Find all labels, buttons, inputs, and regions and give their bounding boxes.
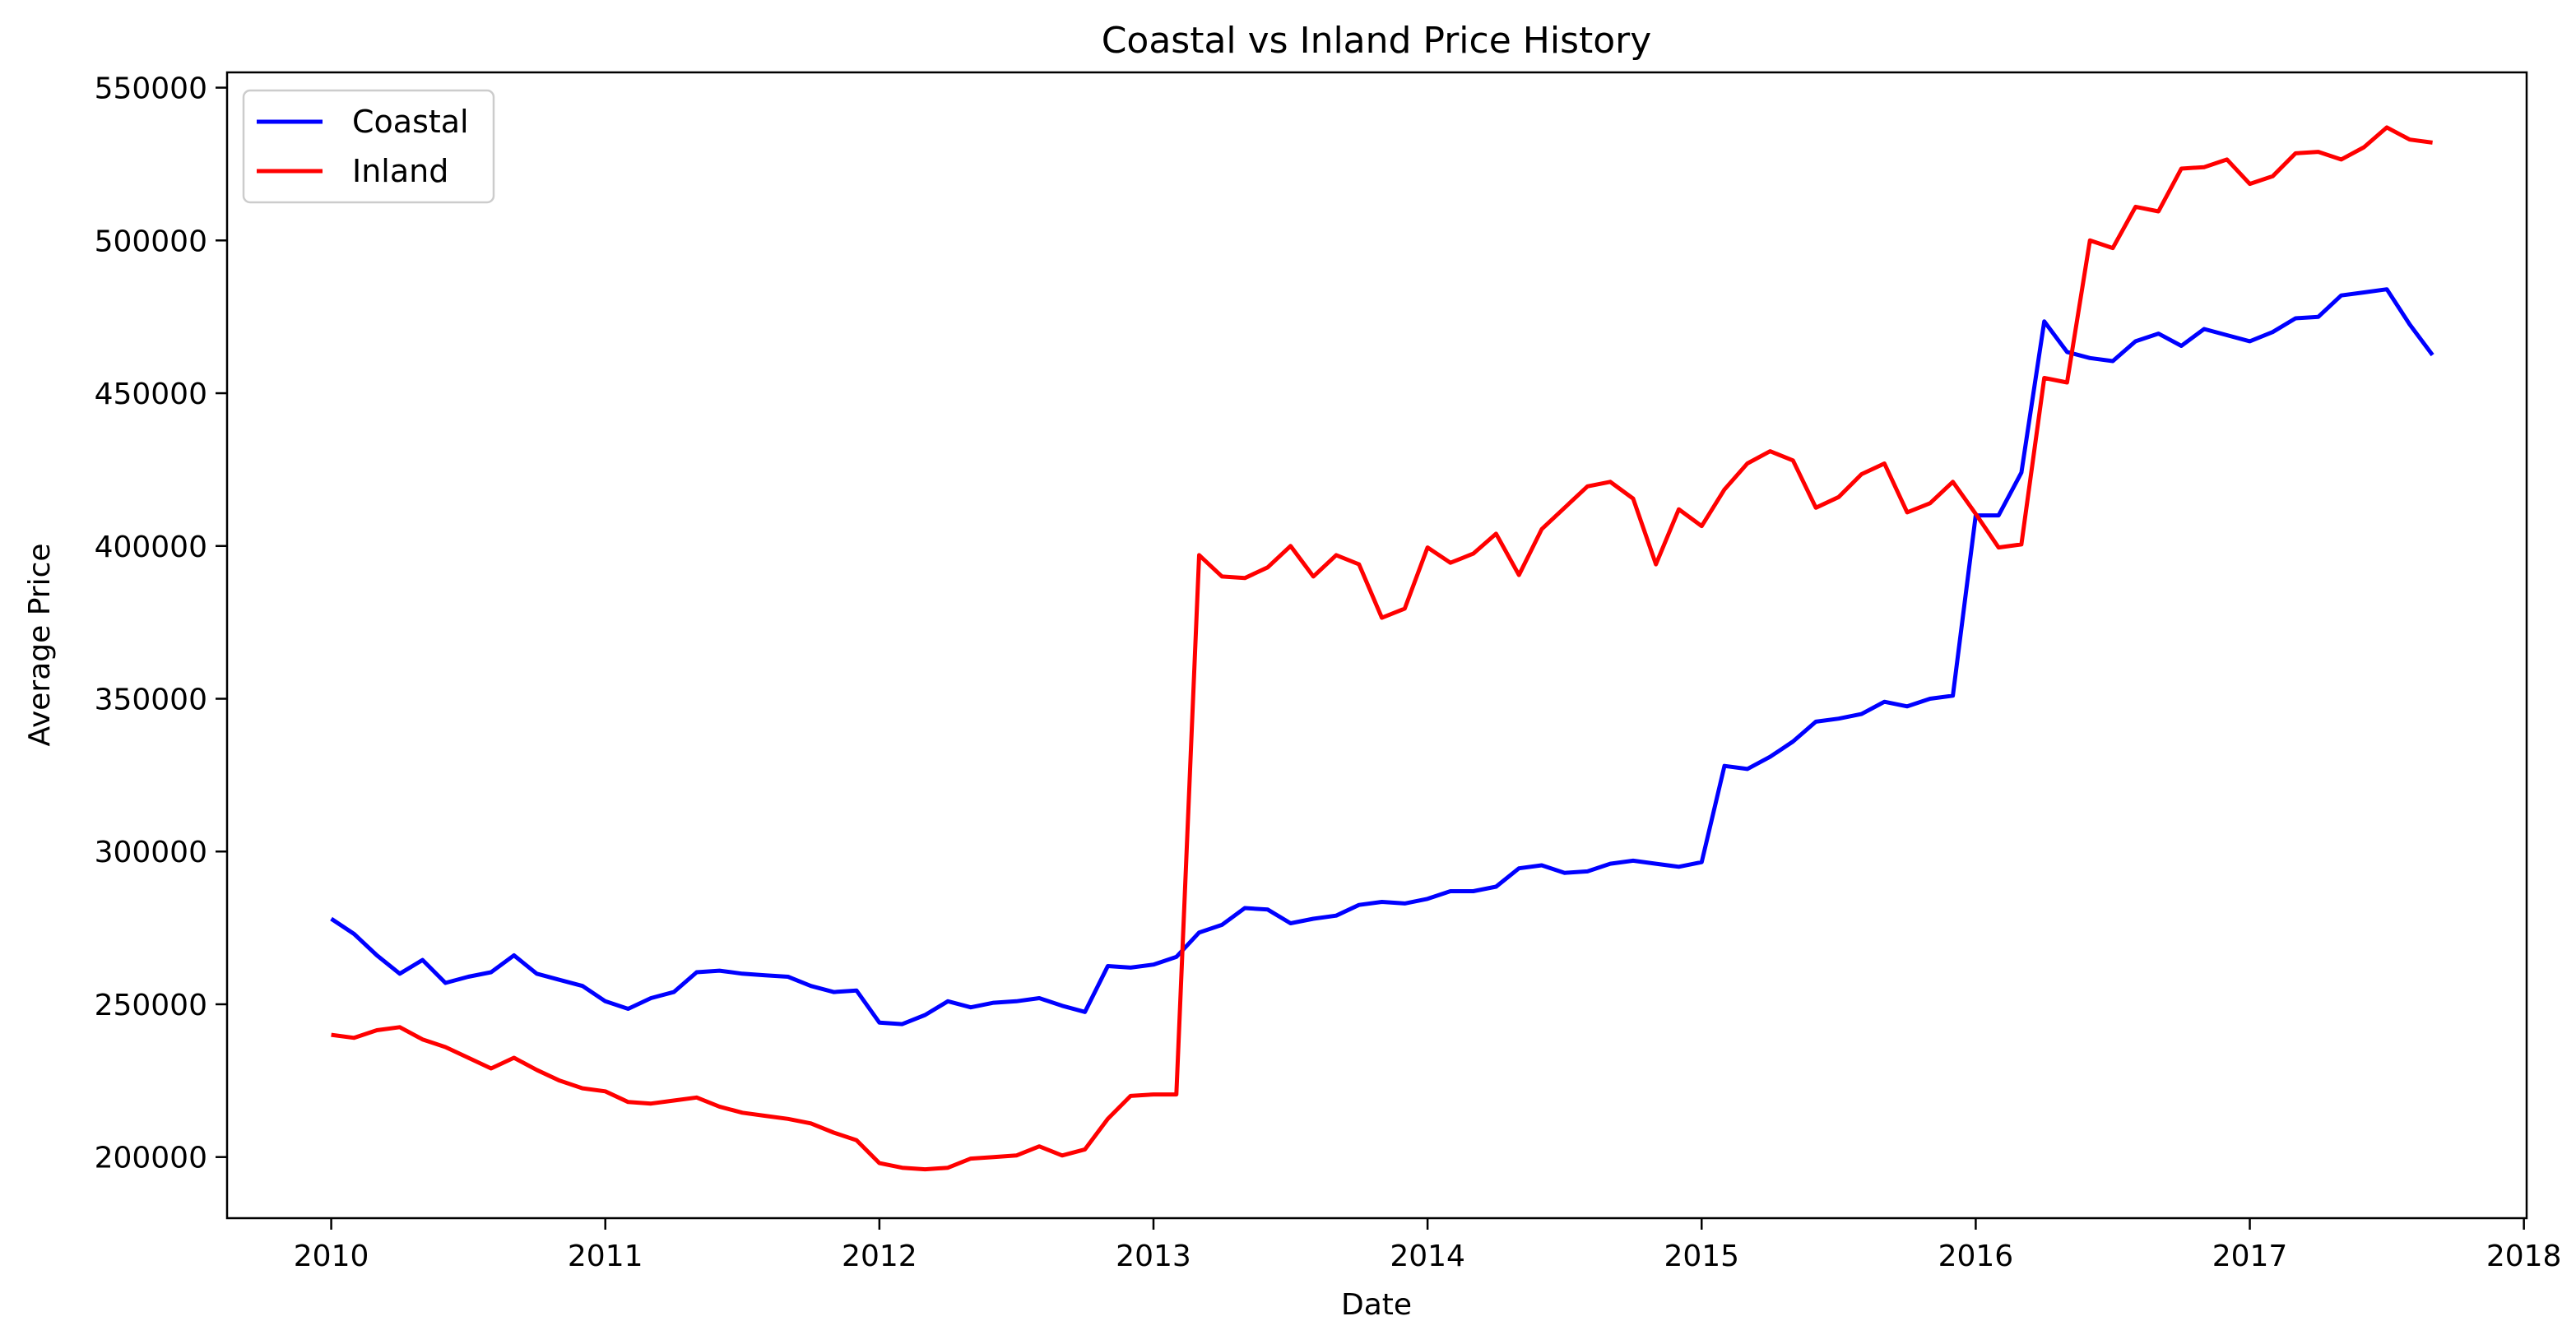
chart-title: Coastal vs Inland Price History — [1102, 20, 1652, 62]
legend-label-coastal: Coastal — [352, 104, 469, 140]
x-tick-label: 2013 — [1116, 1240, 1191, 1273]
legend: Coastal Inland — [242, 89, 495, 204]
x-tick-label: 2014 — [1390, 1240, 1465, 1273]
legend-label-inland: Inland — [352, 153, 448, 189]
legend-box — [242, 89, 495, 204]
series-line-coastal — [330, 287, 2434, 1027]
series-lines — [330, 125, 2434, 1172]
plot-frame — [225, 71, 2528, 1220]
x-tick-label: 2011 — [568, 1240, 643, 1273]
y-tick-label: 450000 — [95, 378, 207, 411]
x-tick-label: 2017 — [2212, 1240, 2288, 1273]
y-tick-label: 350000 — [95, 684, 207, 717]
x-axis: 2010 2011 2012 2013 2014 2015 2016 2017 2018 — [294, 1218, 2562, 1273]
x-tick-label: 2015 — [1664, 1240, 1739, 1273]
y-axis: 200000 250000 300000 350000 400000 450000 5000… — [95, 72, 227, 1175]
y-tick-label: 200000 — [95, 1142, 207, 1175]
y-tick-label: 400000 — [95, 531, 207, 564]
y-tick-label: 500000 — [95, 225, 207, 258]
x-tick-label: 2016 — [1938, 1240, 2014, 1273]
series-line-inland — [331, 125, 2433, 1172]
y-axis-label: Average Price — [23, 543, 57, 746]
y-tick-label: 250000 — [95, 989, 207, 1022]
x-tick-label: 2010 — [294, 1240, 369, 1273]
x-tick-label: 2012 — [842, 1240, 917, 1273]
x-tick-label: 2018 — [2486, 1240, 2562, 1273]
y-tick-label: 300000 — [95, 836, 207, 869]
y-tick-label: 550000 — [95, 72, 207, 106]
x-axis-label: Date — [1341, 1288, 1412, 1322]
